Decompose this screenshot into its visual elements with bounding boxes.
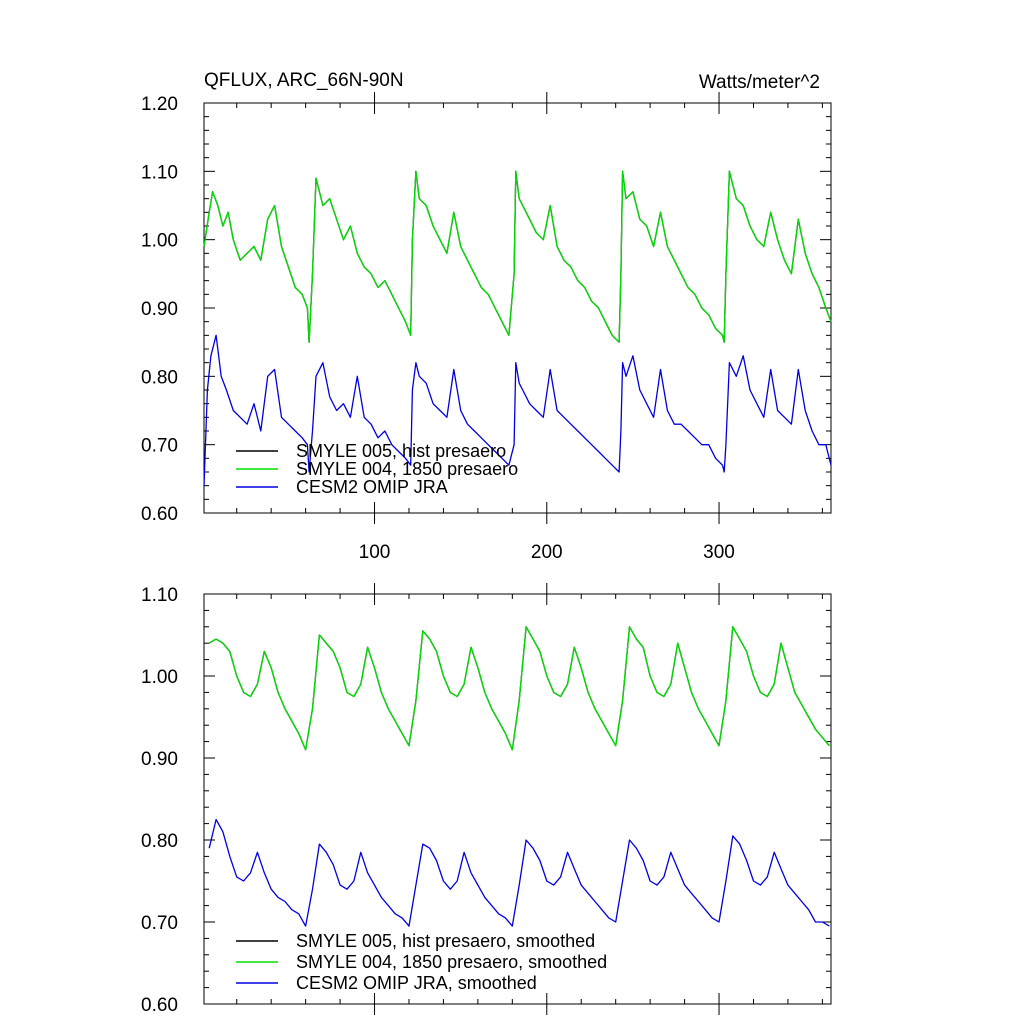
panel-bottom: 0.60 0.70 0.80 0.90 1.00 1.10 SMYLE 005, hist…	[141, 583, 832, 1016]
x-axis-bottom	[236, 583, 823, 1015]
legend-label-2: CESM2 OMIP JRA, smoothed	[296, 973, 537, 993]
y-tick-label: 0.90	[141, 299, 178, 320]
y-tick-label: 1.00	[141, 667, 178, 688]
panel-bottom-frame	[203, 593, 832, 1005]
series-line-1	[203, 170, 832, 343]
legend-label-2: CESM2 OMIP JRA	[296, 477, 448, 497]
series-line-2	[203, 334, 832, 486]
series-line-0	[208, 626, 830, 751]
y-tick-label: 1.10	[141, 585, 178, 606]
y-tick-label: 0.70	[141, 913, 178, 934]
y-tick-label: 0.90	[141, 749, 178, 770]
legend-label-0: SMYLE 005, hist presaero	[296, 441, 506, 461]
chart-units: Watts/meter^2	[699, 72, 820, 93]
legend-label-1: SMYLE 004, 1850 presaero	[296, 459, 518, 479]
series-line-0	[203, 170, 832, 343]
panel-top: QFLUX, ARC_66N-90N Watts/meter^2 0.60 0.7…	[141, 70, 832, 563]
y-tick-label: 1.10	[141, 162, 178, 183]
y-tick-label: 0.80	[141, 367, 178, 388]
series-line-1	[208, 626, 830, 751]
y-tick-label: 1.20	[141, 94, 178, 115]
x-axis-top: 100 200 300	[236, 92, 823, 563]
legend-label-1: SMYLE 004, 1850 presaero, smoothed	[296, 952, 607, 972]
series-lines-bottom	[208, 626, 830, 927]
legend-label-0: SMYLE 005, hist presaero, smoothed	[296, 931, 595, 951]
x-tick-label: 300	[703, 542, 735, 563]
x-tick-label: 100	[359, 542, 391, 563]
y-tick-label: 0.80	[141, 831, 178, 852]
x-tick-label: 200	[531, 542, 563, 563]
series-lines-top	[203, 170, 832, 486]
chart-title: QFLUX, ARC_66N-90N	[204, 70, 404, 91]
y-axis-bottom: 0.60 0.70 0.80 0.90 1.00 1.10	[141, 585, 831, 1016]
series-line-2	[208, 818, 830, 927]
y-axis-top: 0.60 0.70 0.80 0.90 1.00 1.10 1.20	[141, 94, 831, 525]
y-tick-label: 0.60	[141, 995, 178, 1016]
legend-bottom: SMYLE 005, hist presaero, smoothedSMYLE …	[236, 931, 607, 993]
y-tick-label: 0.60	[141, 504, 178, 525]
y-tick-label: 1.00	[141, 231, 178, 252]
y-tick-label: 0.70	[141, 436, 178, 457]
